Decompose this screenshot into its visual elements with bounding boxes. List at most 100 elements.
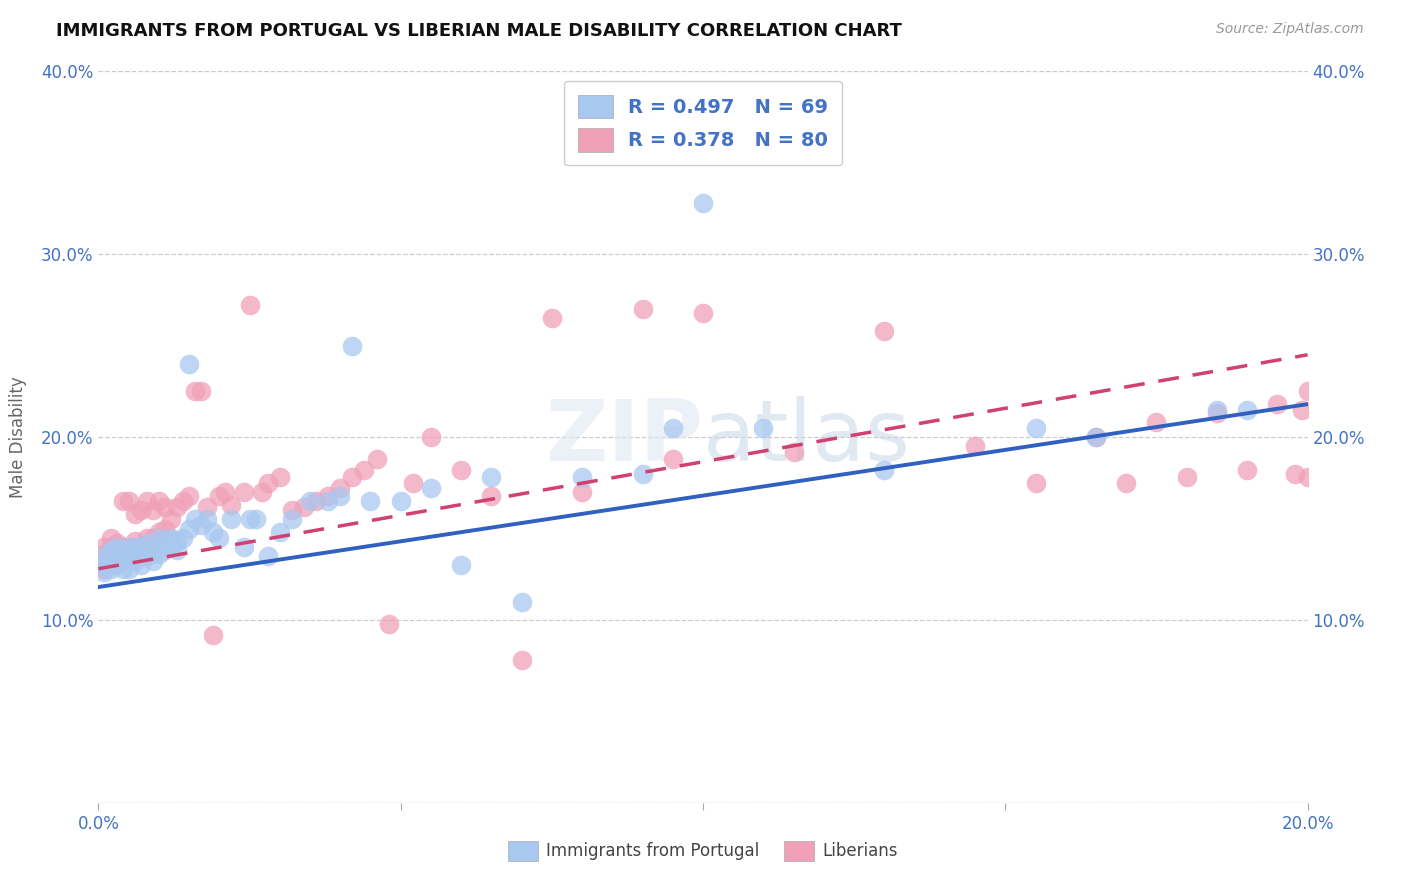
Point <box>540 311 562 326</box>
Point <box>1085 430 1108 444</box>
Point <box>179 357 201 371</box>
Point <box>366 452 388 467</box>
Point <box>166 534 188 549</box>
Point <box>93 554 115 568</box>
Point <box>135 549 157 563</box>
Point <box>105 547 128 561</box>
Point <box>135 531 157 545</box>
Point <box>239 512 262 526</box>
Point <box>118 540 141 554</box>
Y-axis label: Male Disability: Male Disability <box>10 376 27 498</box>
Point <box>190 517 212 532</box>
Point <box>420 430 443 444</box>
Point <box>111 549 134 563</box>
Point <box>1175 470 1198 484</box>
Point <box>692 306 714 320</box>
Point <box>111 494 134 508</box>
Point <box>1291 402 1313 417</box>
Point <box>202 525 225 540</box>
Point <box>124 554 146 568</box>
Point <box>142 531 165 545</box>
Point <box>129 503 152 517</box>
Text: ZIP: ZIP <box>546 395 703 479</box>
Point <box>1206 402 1229 417</box>
Point <box>631 301 654 317</box>
Point <box>93 547 115 561</box>
Point <box>111 552 134 566</box>
Point <box>105 554 128 568</box>
Point <box>1024 421 1046 435</box>
Point <box>1236 402 1258 417</box>
Point <box>118 552 141 566</box>
Point <box>135 494 157 508</box>
Point <box>105 540 128 554</box>
Point <box>148 525 170 540</box>
Point <box>360 494 382 508</box>
Point <box>129 558 152 573</box>
Point <box>571 485 593 500</box>
Point <box>510 653 533 667</box>
Point <box>1236 463 1258 477</box>
Point <box>111 562 134 576</box>
Point <box>100 562 122 576</box>
Point <box>510 594 533 608</box>
Point <box>129 549 152 563</box>
Point <box>316 494 339 508</box>
Point <box>1085 430 1108 444</box>
Point <box>1206 406 1229 420</box>
Point <box>353 463 375 477</box>
Point <box>281 503 304 517</box>
Point <box>661 452 683 467</box>
Point <box>129 540 152 554</box>
Point <box>93 558 115 573</box>
Point <box>692 196 714 211</box>
Point <box>571 470 593 484</box>
Point <box>142 503 165 517</box>
Point <box>389 494 412 508</box>
Point <box>269 525 291 540</box>
Point <box>166 500 188 514</box>
Point <box>100 540 122 554</box>
Point <box>124 543 146 558</box>
Point <box>93 549 115 563</box>
Point <box>160 512 183 526</box>
Point <box>208 531 231 545</box>
Point <box>160 540 183 554</box>
Point <box>105 536 128 550</box>
Point <box>783 444 806 458</box>
Point <box>184 512 207 526</box>
Point <box>100 554 122 568</box>
Point <box>221 512 243 526</box>
Point <box>1267 397 1289 411</box>
Point <box>105 549 128 563</box>
Point <box>292 500 315 514</box>
Point <box>1144 416 1167 430</box>
Point <box>93 562 115 576</box>
Text: Source: ZipAtlas.com: Source: ZipAtlas.com <box>1216 22 1364 37</box>
Point <box>195 500 218 514</box>
Point <box>124 540 146 554</box>
Point <box>118 562 141 576</box>
Point <box>402 475 425 490</box>
Point <box>135 536 157 550</box>
Point <box>153 534 176 549</box>
Point <box>142 554 165 568</box>
Point <box>124 507 146 521</box>
Point <box>299 494 322 508</box>
Point <box>100 558 122 573</box>
Point <box>481 470 503 484</box>
Point <box>256 475 278 490</box>
Point <box>148 494 170 508</box>
Point <box>329 481 352 495</box>
Point <box>166 543 188 558</box>
Point <box>118 549 141 563</box>
Point <box>342 338 364 352</box>
Point <box>190 384 212 399</box>
Point <box>316 489 339 503</box>
Point <box>245 512 267 526</box>
Point <box>184 384 207 399</box>
Point <box>93 540 115 554</box>
Point <box>100 543 122 558</box>
Point <box>377 616 399 631</box>
Point <box>208 489 231 503</box>
